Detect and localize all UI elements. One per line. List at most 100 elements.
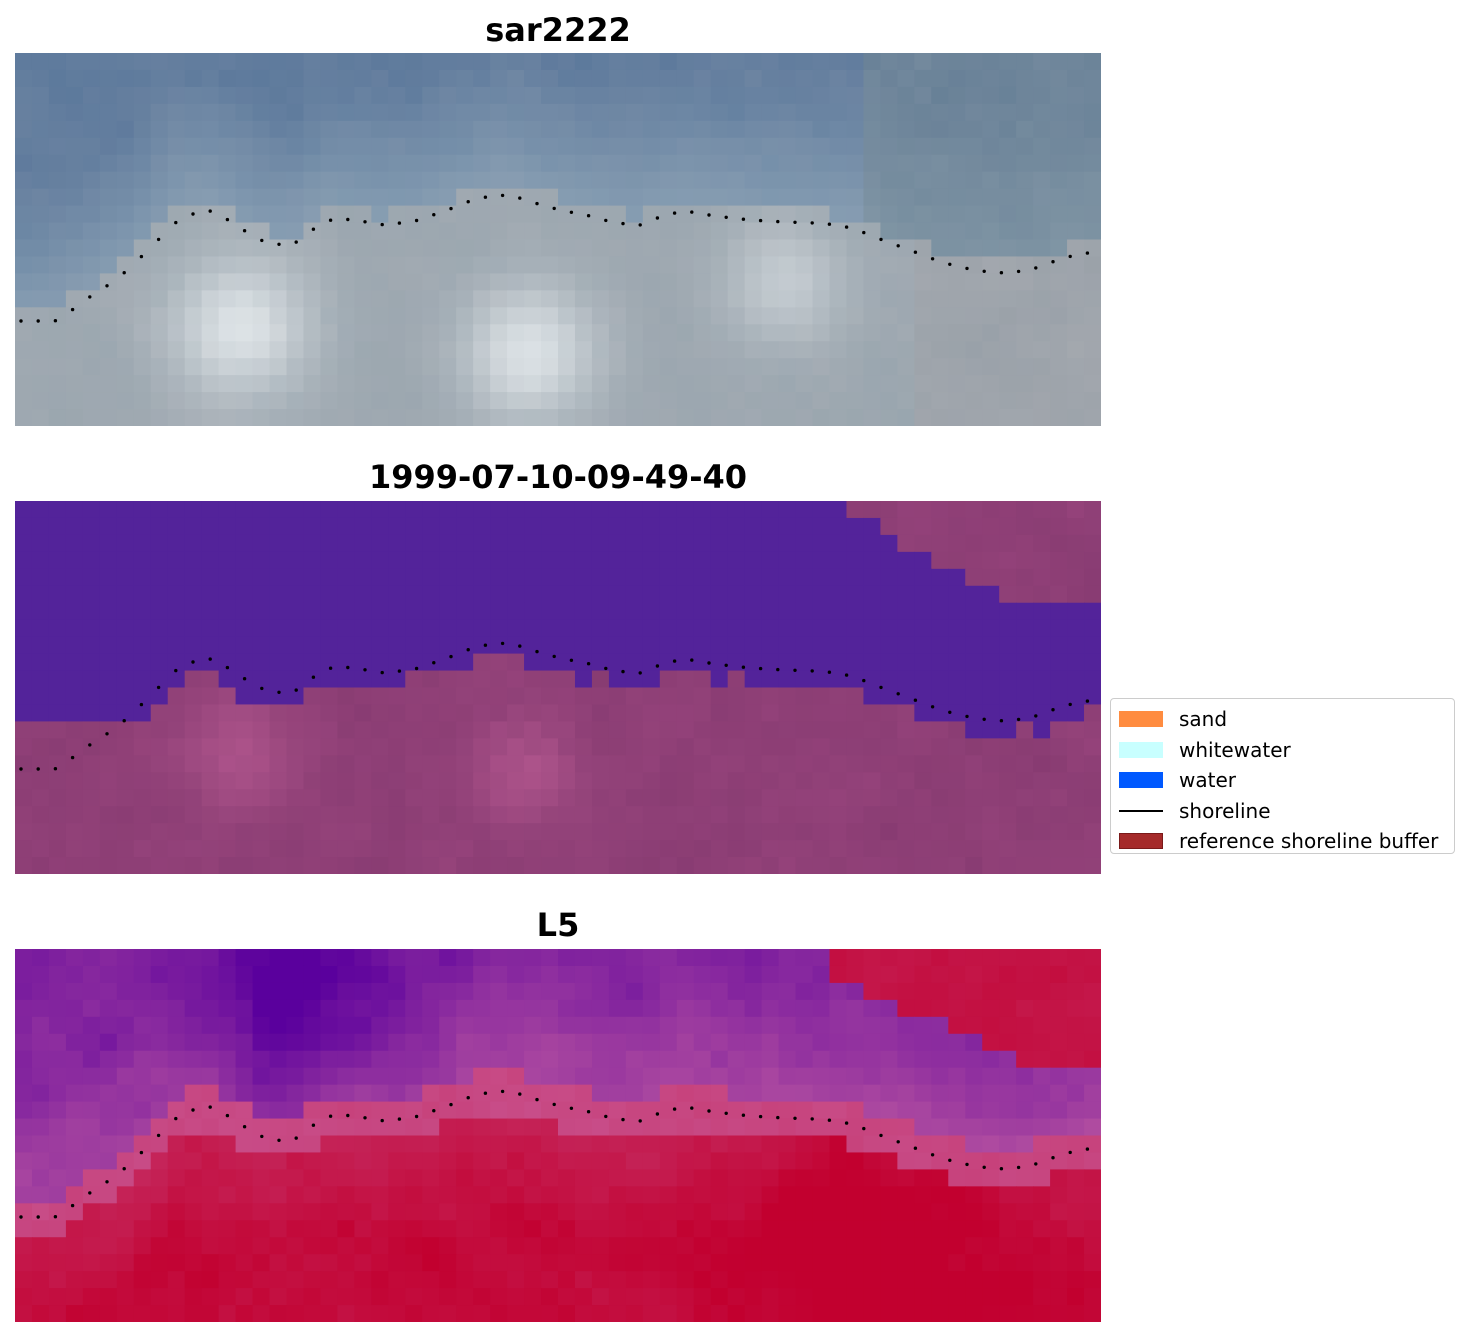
pixel-cell bbox=[405, 222, 423, 241]
pixel-cell bbox=[65, 1271, 84, 1289]
pixel-cell bbox=[456, 171, 474, 190]
pixel-cell bbox=[320, 568, 339, 587]
pixel-cell bbox=[303, 307, 322, 325]
pixel-cell bbox=[405, 704, 423, 722]
pixel-cell bbox=[150, 517, 169, 536]
pixel-cell bbox=[625, 965, 644, 984]
shoreline-point bbox=[518, 1092, 522, 1096]
pixel-cell bbox=[761, 636, 780, 655]
pixel-cell bbox=[473, 392, 491, 410]
pixel-cell bbox=[473, 1016, 491, 1035]
pixel-cell bbox=[1084, 999, 1101, 1018]
pixel-cell bbox=[676, 1186, 695, 1204]
pixel-cell bbox=[1067, 1203, 1085, 1221]
pixel-cell bbox=[574, 1101, 593, 1120]
pixel-cell bbox=[761, 823, 780, 841]
pixel-cell bbox=[693, 358, 712, 376]
pixel-cell bbox=[65, 1237, 84, 1255]
shoreline-point bbox=[569, 210, 574, 214]
pixel-cell bbox=[1067, 409, 1085, 426]
pixel-cell bbox=[744, 239, 763, 258]
pixel-cell bbox=[354, 653, 372, 672]
pixel-cell bbox=[676, 1016, 695, 1035]
pixel-cell bbox=[252, 120, 271, 139]
pixel-cell bbox=[727, 256, 746, 274]
pixel-cell bbox=[846, 256, 865, 274]
shoreline-point bbox=[483, 1091, 488, 1095]
pixel-cell bbox=[269, 222, 288, 241]
pixel-cell bbox=[524, 585, 542, 604]
pixel-cell bbox=[507, 103, 525, 122]
pixel-cell bbox=[812, 1050, 831, 1069]
pixel-cell bbox=[1067, 1016, 1085, 1035]
pixel-cell bbox=[1067, 1084, 1085, 1103]
pixel-cell bbox=[422, 551, 440, 570]
pixel-cell bbox=[116, 341, 135, 359]
pixel-cell bbox=[1050, 171, 1068, 190]
pixel-cell bbox=[150, 290, 169, 308]
pixel-cell bbox=[116, 619, 135, 638]
pixel-cell bbox=[48, 670, 67, 689]
pixel-cell bbox=[473, 704, 491, 722]
pixel-cell bbox=[880, 1203, 898, 1221]
pixel-cell bbox=[1084, 392, 1101, 410]
pixel-cell bbox=[914, 999, 932, 1018]
pixel-cell bbox=[286, 999, 305, 1018]
pixel-cell bbox=[863, 222, 882, 241]
pixel-cell bbox=[710, 69, 729, 88]
pixel-cell bbox=[82, 1220, 101, 1238]
pixel-cell bbox=[574, 1203, 593, 1221]
pixel-cell bbox=[982, 1016, 1000, 1035]
pixel-cell bbox=[422, 772, 440, 790]
pixel-cell bbox=[252, 290, 271, 308]
pixel-cell bbox=[829, 501, 848, 519]
pixel-cell bbox=[897, 982, 915, 1001]
pixel-cell bbox=[541, 1033, 559, 1052]
pixel-cell bbox=[1050, 619, 1068, 638]
pixel-cell bbox=[1067, 1169, 1085, 1187]
pixel-cell bbox=[235, 256, 254, 274]
pixel-cell bbox=[490, 239, 508, 258]
pixel-cell bbox=[574, 375, 593, 393]
pixel-cell bbox=[727, 1101, 746, 1120]
pixel-cell bbox=[99, 1033, 118, 1052]
pixel-cell bbox=[286, 551, 305, 570]
pixel-cell bbox=[31, 324, 50, 342]
pixel-cell bbox=[354, 1288, 372, 1306]
shoreline-point bbox=[500, 193, 505, 198]
pixel-cell bbox=[676, 171, 695, 190]
pixel-cell bbox=[829, 1135, 848, 1154]
pixel-cell bbox=[31, 1186, 50, 1204]
pixel-cell bbox=[286, 154, 305, 173]
pixel-cell bbox=[591, 1067, 610, 1086]
pixel-cell bbox=[659, 375, 678, 393]
pixel-cell bbox=[150, 256, 169, 274]
pixel-cell bbox=[744, 534, 763, 553]
pixel-cell bbox=[846, 1237, 865, 1255]
index-image bbox=[15, 949, 1101, 1322]
shoreline-point bbox=[260, 686, 264, 691]
pixel-cell bbox=[99, 755, 118, 773]
pixel-cell bbox=[507, 1101, 525, 1120]
pixel-cell bbox=[795, 1305, 814, 1322]
pixel-cell bbox=[303, 704, 322, 722]
pixel-cell bbox=[320, 392, 339, 410]
pixel-cell bbox=[320, 840, 339, 858]
pixel-cell bbox=[863, 602, 882, 621]
legend-swatch-whitewater bbox=[1119, 741, 1163, 758]
pixel-cell bbox=[982, 171, 1000, 190]
pixel-cell bbox=[99, 1067, 118, 1086]
legend-item-sand: sand bbox=[1119, 704, 1454, 735]
pixel-cell bbox=[337, 1203, 355, 1221]
pixel-cell bbox=[82, 409, 101, 426]
pixel-cell bbox=[82, 687, 101, 706]
pixel-cell bbox=[269, 840, 288, 858]
pixel-cell bbox=[659, 551, 678, 570]
shoreline-point bbox=[758, 218, 763, 223]
pixel-cell bbox=[507, 551, 525, 570]
pixel-cell bbox=[524, 1135, 542, 1154]
pixel-cell bbox=[65, 999, 84, 1018]
pixel-cell bbox=[167, 534, 186, 553]
pixel-cell bbox=[642, 982, 661, 1001]
pixel-cell bbox=[897, 534, 915, 553]
